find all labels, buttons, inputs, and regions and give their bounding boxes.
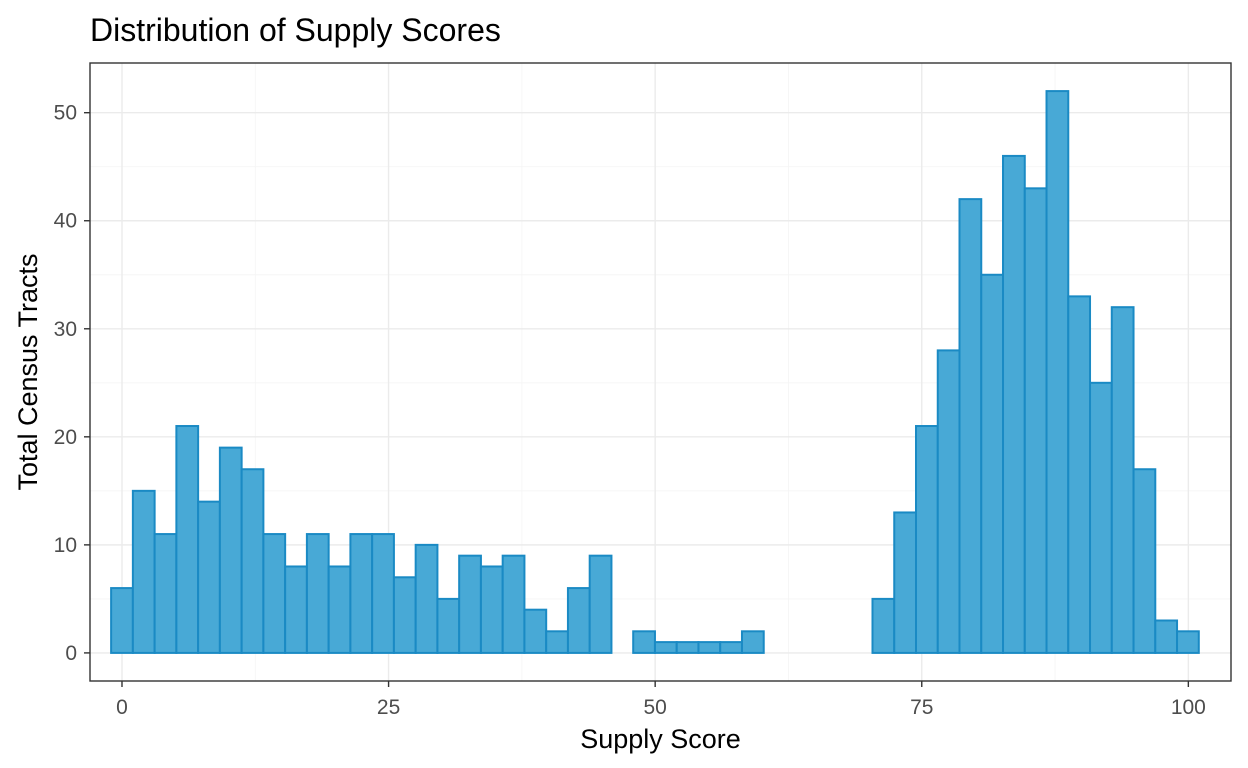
histogram-bar: [675, 641, 700, 654]
histogram-bar: [936, 349, 961, 654]
histogram-bar: [893, 511, 917, 654]
histogram-bar: [1002, 154, 1026, 654]
histogram-bar: [958, 198, 983, 654]
histogram-bar: [588, 554, 613, 654]
histogram-bar: [371, 533, 395, 654]
chart-title: Distribution of Supply Scores: [90, 12, 501, 48]
histogram-bar: [175, 425, 200, 654]
y-axis-title: Total Census Tracts: [13, 253, 43, 490]
histogram-bar: [566, 587, 591, 654]
histogram-bar: [240, 468, 265, 654]
x-axis-title: Supply Score: [580, 724, 741, 754]
histogram-bar: [349, 533, 374, 654]
histogram-bar: [479, 565, 504, 654]
histogram-bar: [697, 641, 722, 654]
histogram-bar: [980, 273, 1005, 654]
histogram-bar: [914, 425, 939, 654]
histogram-bar: [523, 608, 548, 654]
y-tick-label: 0: [65, 642, 77, 665]
histogram-bar: [1089, 381, 1113, 654]
histogram-bar: [110, 587, 134, 654]
histogram-bar: [197, 500, 221, 654]
histogram-bar: [1154, 619, 1179, 654]
histogram-bar: [1023, 187, 1048, 654]
histogram-bar: [458, 554, 482, 654]
histogram-bar: [305, 533, 330, 654]
x-tick-label: 25: [377, 696, 400, 719]
tick-labels: 0 25 50 75 100 0 10 20 30 40 50: [54, 102, 1206, 719]
y-tick-label: 40: [54, 210, 77, 233]
histogram-bar: [632, 630, 656, 654]
y-tick-label: 20: [54, 426, 77, 449]
y-tick-label: 10: [54, 534, 77, 557]
histogram-bar: [153, 533, 178, 654]
plot-panel-border: [89, 62, 1232, 682]
histogram-bar: [327, 565, 352, 654]
histogram-bar: [262, 533, 287, 654]
axis-ticks: [84, 111, 1190, 687]
histogram-bar: [1176, 630, 1200, 654]
histogram-bar: [1045, 90, 1070, 654]
x-tick-label: 50: [643, 696, 666, 719]
x-tick-label: 100: [1171, 696, 1206, 719]
histogram-bar: [501, 554, 526, 654]
y-tick-label: 30: [54, 318, 77, 341]
grid-lines: [90, 63, 1231, 681]
histogram-bar: [1110, 306, 1135, 654]
histogram-bar: [436, 597, 461, 654]
histogram-bar: [1132, 468, 1157, 654]
histogram-bar: [414, 543, 439, 654]
histogram-bar: [719, 641, 743, 654]
histogram-bar: [284, 565, 308, 654]
x-tick-label: 0: [116, 696, 128, 719]
histogram-bars: [110, 90, 1200, 654]
histogram-bar: [1067, 295, 1092, 654]
histogram-bar: [218, 446, 243, 654]
histogram-bar: [392, 576, 417, 654]
histogram-bar: [131, 489, 156, 654]
histogram-bar: [653, 641, 678, 654]
histogram-bar: [545, 630, 569, 654]
histogram-bar: [740, 630, 765, 654]
histogram-bar: [871, 597, 896, 654]
y-tick-label: 50: [54, 102, 77, 125]
x-tick-label: 75: [910, 696, 933, 719]
